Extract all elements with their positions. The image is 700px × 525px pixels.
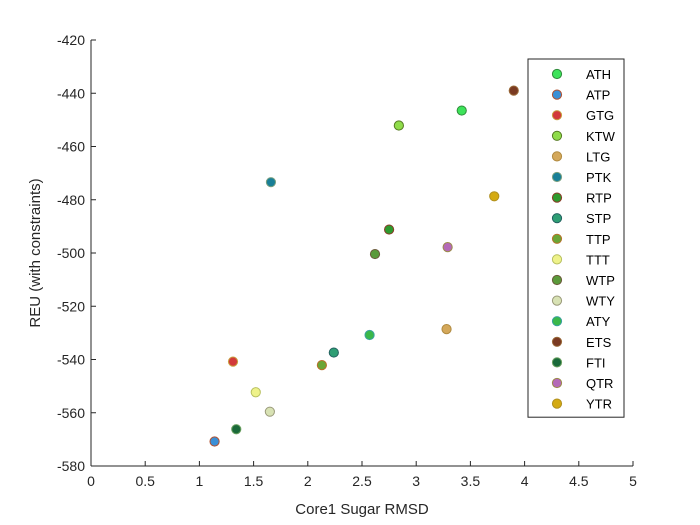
x-tick-label: 5	[629, 473, 637, 489]
legend-marker-aty	[551, 316, 563, 327]
legend-marker-gtg	[551, 110, 563, 121]
data-point-ets	[508, 85, 519, 96]
data-point-gtg	[227, 356, 239, 367]
legend-label: TTT	[586, 252, 610, 267]
data-point-aty	[364, 329, 375, 341]
data-point-qtr	[442, 242, 453, 253]
legend-marker-ltg	[551, 151, 563, 162]
data-point-wty	[264, 406, 275, 417]
data-point-fti	[231, 424, 242, 435]
y-tick-label: -520	[57, 298, 85, 314]
legend-marker-rtp	[551, 192, 563, 203]
y-tick-label: -440	[57, 85, 85, 101]
legend-label: GTG	[586, 108, 614, 123]
legend-label: KTW	[586, 129, 616, 144]
legend-marker-atp	[551, 89, 563, 100]
legend-marker-ptk	[551, 171, 563, 183]
legend-marker-ktw	[551, 130, 563, 141]
x-tick-label: 0	[87, 473, 95, 489]
x-tick-label: 1	[196, 473, 204, 489]
legend-marker-ath	[551, 68, 563, 80]
data-point-ptk	[265, 177, 277, 188]
legend-label: LTG	[586, 149, 610, 164]
legend: ATH ATP GTG KTW LTG PTK RTP STP TTP TTT WTP WTY ATY E…	[527, 58, 625, 418]
data-point-ttp	[316, 359, 327, 371]
legend-marker-ytr	[551, 398, 563, 409]
legend-label: ATP	[586, 88, 610, 103]
legend-label: TTP	[586, 232, 611, 247]
y-axis-label: REU (with constraints)	[27, 178, 44, 327]
data-point-ktw	[393, 120, 404, 131]
y-tick-label: -460	[57, 139, 85, 155]
y-tick-label: -580	[57, 458, 85, 474]
x-tick-label: 2.5	[352, 473, 372, 489]
legend-marker-ttt	[551, 254, 563, 265]
data-point-wtp	[369, 248, 381, 260]
legend-label: RTP	[586, 191, 612, 206]
legend-label: ETS	[586, 335, 612, 350]
legend-label: PTK	[586, 170, 612, 185]
legend-label: STP	[586, 211, 611, 226]
legend-box	[527, 58, 625, 418]
x-tick-label: 4.5	[569, 473, 589, 489]
x-tick-label: 0.5	[135, 473, 155, 489]
data-point-ath	[456, 105, 467, 116]
legend-label: WTY	[586, 294, 615, 309]
y-tick-label: -420	[57, 32, 85, 48]
legend-label: YTR	[586, 397, 612, 412]
legend-marker-ets	[551, 336, 563, 347]
legend-marker-qtr	[551, 377, 563, 389]
x-axis-label: Core1 Sugar RMSD	[295, 501, 429, 518]
x-tick-label: 2	[304, 473, 312, 489]
data-point-ltg	[441, 324, 452, 335]
legend-label: ATY	[586, 314, 611, 329]
legend-marker-stp	[551, 213, 563, 224]
legend-marker-ttp	[551, 233, 563, 244]
legend-label: WTP	[586, 273, 615, 288]
data-point-rtp	[384, 224, 395, 235]
axes: 0 0.5 1 1.5 2 2.5 3 3.5 4 4.5 5 -580 -560 -540 -520 -50…	[57, 32, 637, 489]
y-tick-label: -560	[57, 405, 85, 421]
y-tick-label: -500	[57, 245, 85, 261]
data-points	[209, 85, 519, 447]
y-tick-label: -480	[57, 192, 85, 208]
legend-marker-wtp	[551, 274, 563, 286]
legend-marker-fti	[551, 357, 563, 368]
x-tick-label: 4	[521, 473, 529, 489]
legend-label: QTR	[586, 376, 613, 391]
x-tick-label: 3.5	[461, 473, 481, 489]
data-point-atp	[209, 436, 220, 447]
legend-label: ATH	[586, 67, 611, 82]
data-point-ytr	[489, 191, 500, 202]
legend-marker-wty	[551, 295, 563, 306]
data-point-stp	[328, 347, 339, 358]
data-point-ttt	[250, 387, 261, 398]
legend-label: FTI	[586, 355, 606, 370]
x-tick-label: 3	[412, 473, 420, 489]
x-tick-label: 1.5	[244, 473, 264, 489]
y-tick-label: -540	[57, 352, 85, 368]
